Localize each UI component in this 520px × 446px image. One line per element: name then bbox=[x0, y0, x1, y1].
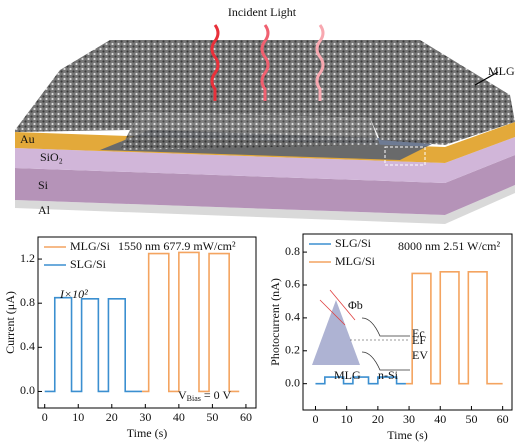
series-line bbox=[141, 251, 240, 393]
annotation: I×10² bbox=[59, 287, 88, 301]
inset-label: Ec bbox=[412, 326, 425, 340]
series-line bbox=[44, 296, 142, 393]
y-tick-label: 1.2 bbox=[20, 251, 35, 265]
x-tick-label: 0 bbox=[312, 412, 318, 426]
inset-band bbox=[361, 317, 410, 371]
inset-label: EV bbox=[412, 348, 428, 362]
layer-label: Si bbox=[38, 178, 49, 192]
annotation: 8000 nm 2.51 W/cm² bbox=[398, 239, 500, 253]
layer-label: MLG bbox=[488, 64, 515, 78]
plot-frame bbox=[302, 233, 513, 411]
light-ray bbox=[260, 24, 270, 101]
graphene-well bbox=[120, 112, 380, 150]
legend-label: MLG/Si bbox=[70, 239, 111, 253]
layer-label: Al bbox=[38, 203, 51, 217]
y-tick-label: 0.4 bbox=[20, 339, 35, 353]
x-tick-label: 10 bbox=[72, 410, 84, 424]
inset-ray bbox=[319, 289, 356, 326]
legend-label: SLG/Si bbox=[335, 236, 372, 250]
pointer bbox=[474, 71, 499, 86]
inset-label: n-Si bbox=[378, 368, 399, 382]
x-tick-label: 50 bbox=[465, 412, 477, 426]
legend-label: SLG/Si bbox=[70, 257, 107, 271]
x-tick-label: 20 bbox=[372, 412, 384, 426]
light-ray bbox=[210, 24, 220, 101]
si-layer bbox=[15, 155, 515, 215]
series-line bbox=[405, 271, 503, 385]
series-line bbox=[315, 376, 406, 385]
y-axis-label: Photocurrent (nA) bbox=[268, 278, 282, 366]
y-axis-label: Current (μA) bbox=[3, 291, 17, 354]
bias-rest: = 0 V bbox=[201, 388, 232, 402]
al-layer bbox=[15, 185, 515, 224]
inset-label: MLG bbox=[334, 368, 361, 382]
annotation: 1550 nm 677.9 mW/cm² bbox=[118, 239, 236, 253]
y-tick-label: 0.6 bbox=[285, 277, 300, 291]
inset-cone bbox=[312, 300, 360, 365]
y-tick-label: 0.8 bbox=[20, 295, 35, 309]
bias-label: VBias = 0 V bbox=[178, 388, 231, 403]
sio2-layer bbox=[15, 137, 515, 183]
x-tick-label: 30 bbox=[139, 410, 151, 424]
x-tick-label: 10 bbox=[341, 412, 353, 426]
x-tick-label: 50 bbox=[206, 410, 218, 424]
x-tick-label: 60 bbox=[240, 410, 252, 424]
inset-label: EF bbox=[412, 333, 426, 347]
y-tick-label: 0.8 bbox=[285, 244, 300, 258]
inset-label: Φb bbox=[348, 298, 363, 312]
x-tick-label: 0 bbox=[42, 410, 48, 424]
y-tick-label: 0.0 bbox=[20, 383, 35, 397]
x-axis-label: Time (s) bbox=[127, 426, 168, 440]
layer-label: Au bbox=[20, 132, 35, 146]
y-tick-label: 0.4 bbox=[285, 310, 300, 324]
device-illustration bbox=[15, 24, 515, 224]
x-tick-label: 20 bbox=[106, 410, 118, 424]
x-tick-label: 40 bbox=[434, 412, 446, 426]
x-axis-label: Time (s) bbox=[387, 428, 428, 442]
zoom-box bbox=[384, 146, 426, 166]
y-tick-label: 0.2 bbox=[285, 343, 300, 357]
layer-label: SiO₂ bbox=[40, 150, 63, 164]
legend-label: MLG/Si bbox=[335, 254, 376, 268]
bias-sub: Bias bbox=[187, 394, 201, 403]
light-ray bbox=[315, 24, 325, 101]
x-tick-label: 40 bbox=[173, 410, 185, 424]
y-tick-label: 0.0 bbox=[285, 375, 300, 389]
plot-frame bbox=[37, 236, 257, 409]
bias-v: V bbox=[178, 388, 187, 402]
x-tick-label: 30 bbox=[403, 412, 415, 426]
x-tick-label: 60 bbox=[497, 412, 509, 426]
illustration-title: Incident Light bbox=[228, 5, 297, 19]
